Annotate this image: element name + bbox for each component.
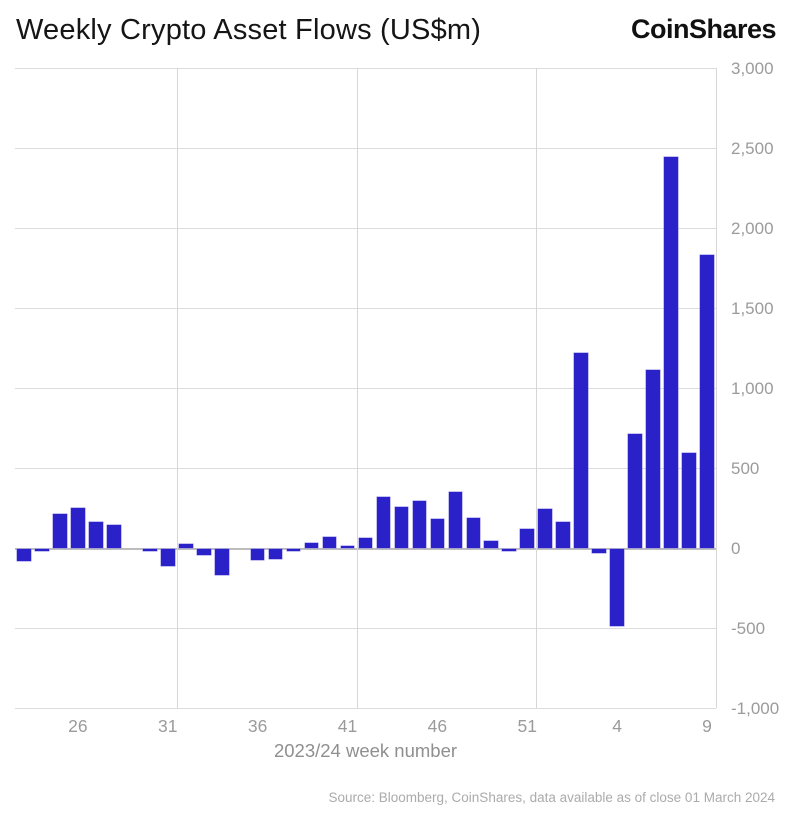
bar-week-31 <box>160 549 175 566</box>
gridline-x-9 <box>176 68 178 708</box>
bar-week-7 <box>664 156 678 548</box>
gridline-y-0 <box>15 548 716 550</box>
bar-week-36 <box>250 549 265 561</box>
plot-area <box>15 68 717 709</box>
bar-week-47 <box>448 492 463 548</box>
x-tick-label-31: 31 <box>158 716 178 736</box>
y-tick-label: 0 <box>731 539 741 558</box>
bar-week-2 <box>574 352 589 548</box>
y-tick-label: 3,000 <box>731 59 774 78</box>
gridline-y-2500 <box>15 148 716 149</box>
bar-week-8 <box>682 452 696 548</box>
bar-week-30 <box>142 549 157 552</box>
x-tick-label-26: 26 <box>68 716 88 736</box>
gridline-y-500 <box>15 468 716 469</box>
bar-week-37 <box>268 549 283 559</box>
bar-week-49 <box>484 540 499 548</box>
bar-week-26 <box>71 508 85 548</box>
y-tick-label: 1,500 <box>731 299 774 318</box>
source-note: Source: Bloomberg, CoinShares, data avai… <box>328 790 775 805</box>
gridline-x-19 <box>356 68 358 708</box>
chart-title: Weekly Crypto Asset Flows (US$m) <box>16 14 482 46</box>
x-tick-label-36: 36 <box>247 716 268 736</box>
gridline-y--500 <box>15 628 716 629</box>
coinshares-logo: CoinShares <box>630 14 777 44</box>
x-tick-label-4: 4 <box>612 716 622 736</box>
bar-week-42 <box>358 537 373 548</box>
bar-week-5 <box>628 434 642 548</box>
bar-week-32 <box>178 544 193 548</box>
bar-week-43 <box>376 496 391 548</box>
bar-week-4 <box>610 549 624 626</box>
gridline-y-2000 <box>15 228 716 229</box>
bar-week-41 <box>340 545 355 548</box>
bar-week-3 <box>592 549 606 553</box>
x-tick-label-41: 41 <box>337 716 358 736</box>
x-tick-label-9: 9 <box>702 716 712 736</box>
bar-week-9 <box>700 255 714 548</box>
bar-week-6 <box>646 370 660 548</box>
y-tick-label: -500 <box>731 619 766 638</box>
bar-week-45 <box>412 500 427 548</box>
bar-week-28 <box>107 524 121 548</box>
y-tick-label: 500 <box>731 459 760 478</box>
gridline-x-29 <box>536 68 538 708</box>
bar-week-52 <box>538 508 553 548</box>
x-tick-label-51: 51 <box>517 716 537 736</box>
bar-week-46 <box>430 519 445 548</box>
bar-week-50 <box>502 549 517 552</box>
gridline-y-3000 <box>15 68 716 69</box>
y-tick-label: 2,500 <box>731 139 774 158</box>
bar-week-39 <box>304 543 319 548</box>
y-tick-label: 1,000 <box>731 379 774 398</box>
gridline-x-39 <box>716 68 717 708</box>
bar-week-25 <box>53 513 67 548</box>
x-tick-label-46: 46 <box>427 716 448 736</box>
y-tick-label: -1,000 <box>731 699 780 718</box>
bar-week-27 <box>89 522 103 548</box>
y-tick-label: 2,000 <box>731 219 774 238</box>
bar-week-38 <box>286 549 301 552</box>
bar-week-48 <box>466 518 481 548</box>
bar-week-34 <box>214 549 229 575</box>
gridline-y-1000 <box>15 388 716 389</box>
bar-week-33 <box>196 549 211 556</box>
x-axis-title: 2023/24 week number <box>273 740 458 761</box>
gridline-y--1000 <box>15 708 716 709</box>
bar-week-51 <box>520 528 535 548</box>
bar-week-24 <box>35 549 49 552</box>
bar-week-1 <box>556 522 571 548</box>
bar-week-23 <box>17 549 31 561</box>
bar-week-40 <box>322 536 337 548</box>
bar-week-44 <box>394 507 409 548</box>
gridline-y-1500 <box>15 308 716 309</box>
